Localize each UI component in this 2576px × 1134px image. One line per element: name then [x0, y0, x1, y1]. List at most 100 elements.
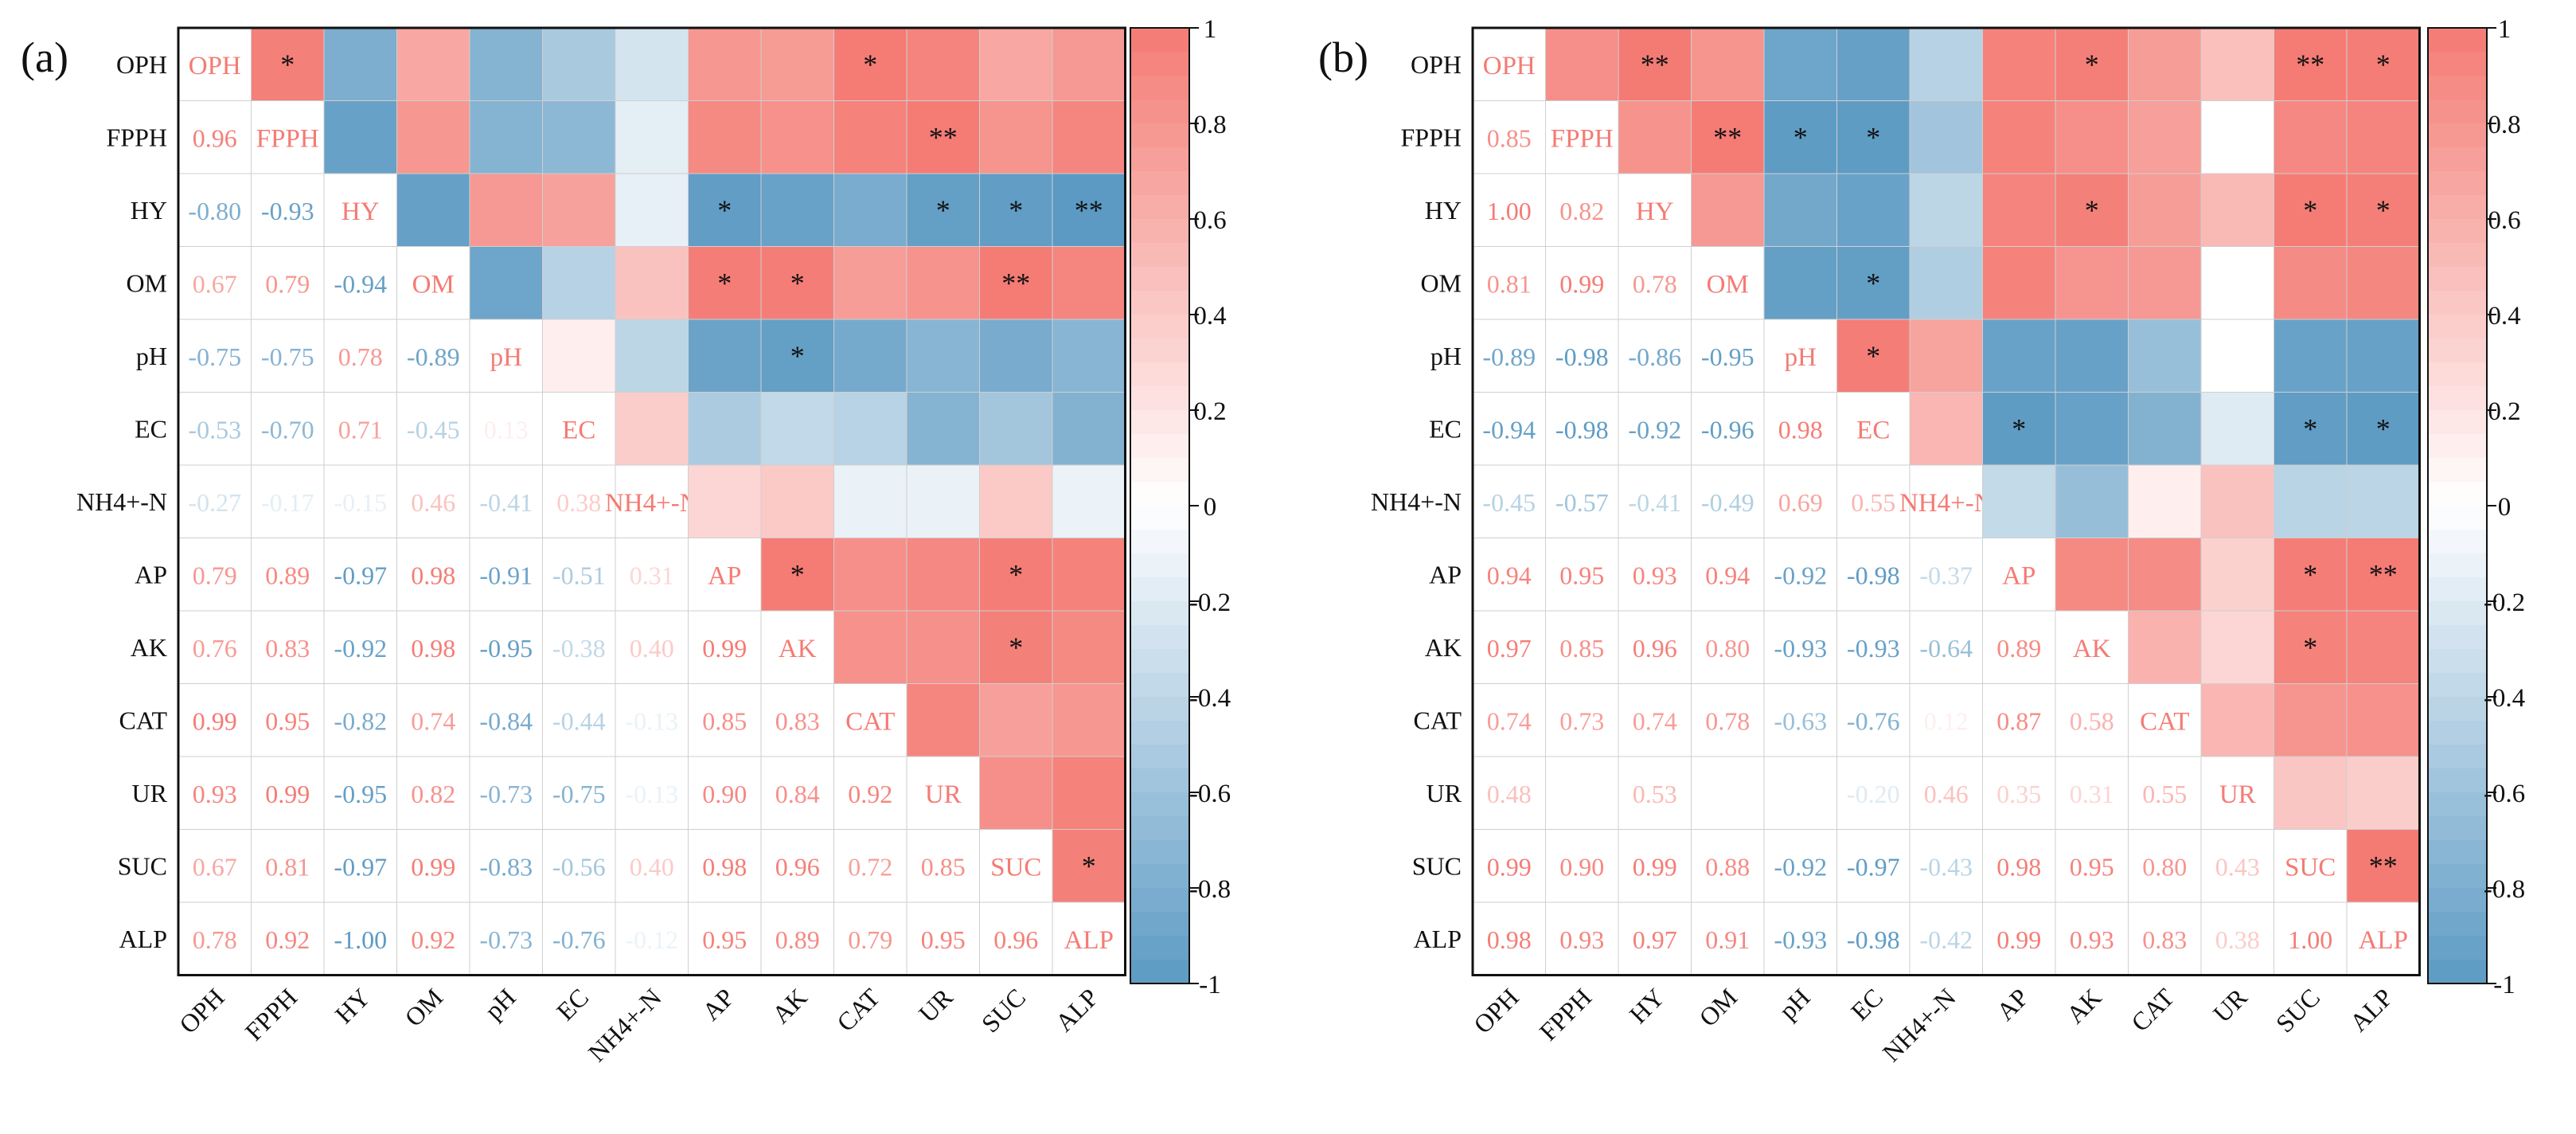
colorbar-tick-label: 0.6	[2488, 206, 2520, 235]
correlation-value: 0.99	[1487, 852, 1532, 881]
significance-marker: *	[2303, 632, 2317, 663]
heatmap-cell	[1545, 610, 1619, 684]
heatmap-cell	[542, 173, 616, 247]
row-label: EC	[135, 414, 167, 443]
colorbar-step	[1130, 673, 1189, 698]
heatmap-cell	[1982, 246, 2056, 320]
correlation-value: 0.93	[1633, 561, 1677, 589]
row-label: OPH	[1411, 50, 1462, 79]
colorbar-step	[1130, 267, 1189, 291]
heatmap-cell	[1909, 464, 1983, 538]
correlation-value: 0.78	[1633, 269, 1677, 298]
heatmap-cell	[1909, 683, 1983, 757]
diagonal-label: pH	[490, 343, 522, 372]
heatmap-cell	[1909, 27, 1983, 101]
heatmap-cell	[1052, 610, 1126, 684]
heatmap-cell	[833, 756, 907, 830]
heatmap-cell	[1052, 756, 1126, 830]
heatmap-cell	[760, 538, 834, 612]
significance-marker: *	[2012, 413, 2026, 444]
correlation-value: -0.73	[479, 780, 533, 808]
significance-marker: *	[1082, 850, 1096, 882]
correlation-value: -0.41	[479, 488, 533, 517]
colorbar-step	[2428, 577, 2487, 602]
heatmap-cell	[688, 756, 762, 830]
colorbar-tick-label: 0.4	[2488, 302, 2520, 330]
heatmap-cell	[2200, 319, 2274, 393]
heatmap-cell	[1052, 464, 1126, 538]
heatmap-cell	[2055, 27, 2129, 101]
colorbar-step	[1130, 936, 1189, 960]
correlation-value: -1.00	[334, 925, 387, 954]
heatmap-cell	[1052, 319, 1126, 393]
heatmap-cell	[1618, 610, 1692, 684]
heatmap-cell	[1691, 464, 1765, 538]
heatmap-cell	[2128, 901, 2202, 976]
colorbar-step	[1130, 792, 1189, 817]
heatmap-cell	[1052, 173, 1126, 247]
heatmap-cell	[615, 319, 689, 393]
heatmap-cell	[1836, 464, 1911, 538]
significance-marker: **	[1075, 194, 1103, 226]
significance-marker: *	[1866, 267, 1880, 299]
correlation-value: -0.49	[1701, 488, 1754, 517]
column-label: AP	[697, 983, 740, 1026]
colorbar-step	[2428, 386, 2487, 411]
correlation-value: 0.74	[411, 706, 455, 735]
correlation-value: 0.96	[993, 925, 1038, 954]
correlation-value: 1.00	[2288, 925, 2332, 954]
significance-marker: *	[2303, 558, 2317, 590]
heatmap-cell	[979, 683, 1053, 757]
colorbar-step	[2428, 721, 2487, 745]
correlation-value: -0.20	[1847, 780, 1900, 808]
heatmap-cell	[833, 246, 907, 320]
heatmap-cell	[2346, 100, 2420, 174]
heatmap-cell	[1982, 538, 2056, 612]
correlation-value: 0.83	[775, 706, 820, 735]
colorbar-step	[2428, 792, 2487, 817]
heatmap-cell	[1763, 756, 1837, 830]
colorbar-step	[2428, 625, 2487, 650]
correlation-value: 0.89	[265, 561, 310, 589]
heatmap-cell	[2055, 246, 2129, 320]
heatmap-cell	[1763, 901, 1837, 976]
heatmap-cell	[323, 901, 397, 976]
heatmap-cell	[251, 683, 325, 757]
heatmap-cell	[906, 246, 980, 320]
colorbar-step	[1130, 315, 1189, 339]
row-label: CAT	[119, 706, 168, 734]
correlation-value: 0.83	[2142, 925, 2187, 954]
correlation-value: 0.90	[702, 780, 747, 808]
heatmap-cell	[542, 319, 616, 393]
significance-marker: *	[717, 267, 732, 299]
heatmap-cell	[1763, 100, 1837, 174]
correlation-value: 0.98	[411, 634, 455, 663]
colorbar-step	[2428, 123, 2487, 148]
correlation-value: 0.79	[193, 561, 237, 589]
heatmap-cell	[2200, 173, 2274, 247]
colorbar-step	[2428, 816, 2487, 841]
heatmap-cell	[542, 246, 616, 320]
correlation-value: -0.89	[407, 342, 460, 371]
correlation-value: 0.98	[1996, 852, 2041, 881]
colorbar-tick-label: 0.2	[2488, 397, 2520, 426]
heatmap-cell	[469, 901, 543, 976]
heatmap-cell	[1836, 683, 1911, 757]
heatmap-cell	[688, 829, 762, 903]
heatmap-cell	[2346, 246, 2420, 320]
heatmap-cell	[2274, 319, 2348, 393]
heatmap-cell	[1545, 100, 1619, 174]
correlation-value: 0.99	[1996, 925, 2041, 954]
heatmap-cell	[760, 756, 834, 830]
colorbar-step	[2428, 458, 2487, 483]
colorbar-tick-label: 1	[2498, 15, 2512, 44]
heatmap-cell	[1763, 464, 1837, 538]
correlation-value: 0.91	[1705, 925, 1750, 954]
diagonal-label: UR	[2219, 780, 2256, 809]
heatmap-cell	[2346, 319, 2420, 393]
diagonal-label: ALP	[2359, 926, 2408, 955]
correlation-value: 0.99	[265, 780, 310, 808]
heatmap-cell	[2274, 173, 2348, 247]
heatmap-cell	[979, 319, 1053, 393]
heatmap-cell	[251, 100, 325, 174]
